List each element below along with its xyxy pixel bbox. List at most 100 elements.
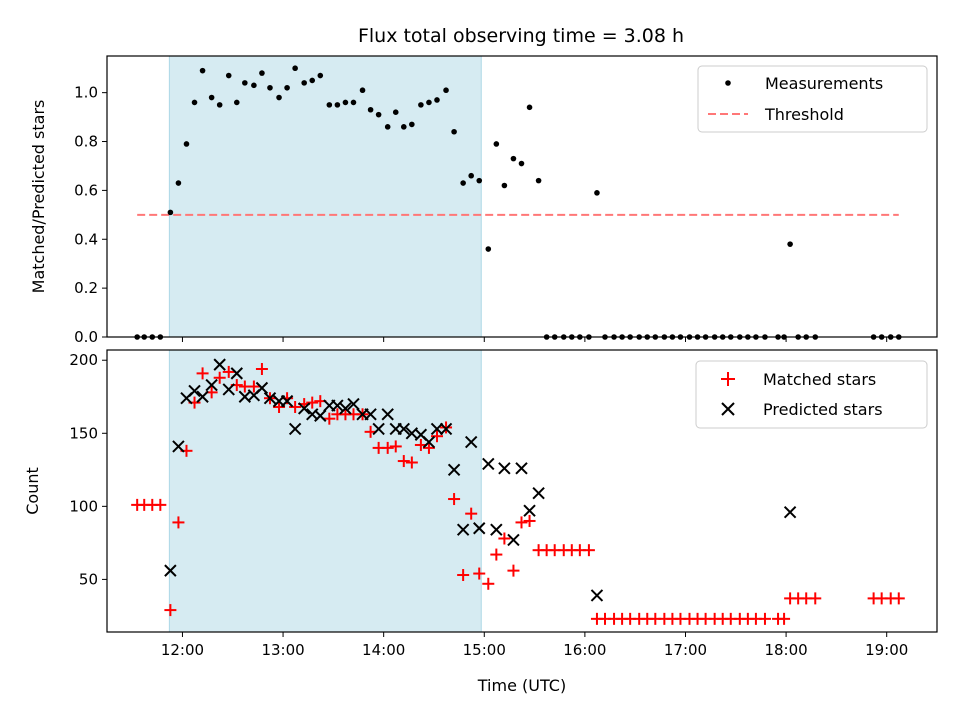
- data-point: [473, 567, 486, 580]
- data-point: [339, 402, 352, 415]
- data-point: [191, 99, 198, 106]
- y-tick-label: 200: [69, 351, 98, 369]
- data-point: [498, 532, 511, 545]
- data-point: [397, 422, 410, 436]
- data-point: [317, 72, 324, 79]
- data-point: [233, 99, 240, 106]
- data-point-b: [507, 533, 520, 547]
- data-point: [400, 124, 407, 130]
- data-point: [498, 462, 511, 475]
- data-point: [457, 569, 470, 582]
- legend-threshold-label: Threshold: [764, 105, 844, 124]
- data-point: [359, 87, 366, 94]
- data-point: [251, 82, 257, 89]
- chart-title: Flux total observing time = 3.08 h: [358, 25, 684, 47]
- data-point-b: [213, 358, 226, 371]
- data-point: [485, 246, 492, 252]
- data-point: [451, 128, 457, 135]
- data-point-b: [263, 392, 277, 405]
- data-point: [255, 362, 268, 375]
- data-point-b: [280, 394, 294, 408]
- data-point-b: [238, 390, 252, 403]
- data-point-b: [397, 422, 410, 436]
- x-tick-label: 17:00: [664, 641, 707, 659]
- data-point-b: [490, 523, 503, 536]
- data-point-b: [498, 462, 511, 475]
- data-point: [422, 441, 435, 454]
- data-point: [175, 180, 182, 186]
- data-point: [381, 441, 394, 454]
- data-point: [430, 422, 444, 436]
- data-point: [154, 498, 167, 511]
- data-point-b: [255, 381, 269, 395]
- data-point: [456, 523, 470, 536]
- data-point: [242, 80, 248, 86]
- y-tick-label: 0.2: [74, 279, 98, 297]
- data-point: [375, 111, 382, 118]
- data-point: [284, 84, 290, 91]
- data-point: [172, 440, 185, 453]
- data-point: [323, 412, 336, 425]
- data-point: [778, 612, 791, 625]
- data-point: [526, 104, 533, 111]
- data-point: [367, 106, 374, 113]
- data-point-b: [381, 408, 394, 421]
- data-point: [490, 523, 503, 536]
- x-tick-label: 12:00: [161, 641, 204, 659]
- x-tick-label: 16:00: [563, 641, 606, 659]
- data-point: [267, 84, 273, 91]
- data-point: [465, 507, 478, 520]
- data-point: [523, 504, 536, 517]
- y-tick-label: 0.6: [74, 181, 98, 199]
- data-point: [783, 505, 797, 519]
- legend-predicted-marker: [721, 402, 735, 416]
- data-point: [364, 408, 377, 421]
- data-point: [405, 456, 418, 469]
- data-point-b: [172, 440, 185, 453]
- data-point: [594, 190, 600, 196]
- data-point: [199, 67, 206, 74]
- data-point: [493, 141, 500, 147]
- data-point: [297, 402, 311, 415]
- data-point: [222, 365, 235, 378]
- data-point: [288, 422, 302, 436]
- y-axis-label: Count: [23, 467, 42, 515]
- data-point: [426, 99, 432, 106]
- data-point: [164, 564, 177, 577]
- data-point: [183, 141, 190, 147]
- data-point-b: [188, 384, 201, 398]
- legend-matched-label: Matched stars: [763, 370, 876, 389]
- data-point: [515, 516, 528, 529]
- data-point: [350, 99, 357, 106]
- data-point: [507, 533, 520, 547]
- data-point: [507, 564, 520, 577]
- x-tick-label: 15:00: [463, 641, 506, 659]
- data-point: [758, 612, 771, 625]
- data-point-b: [430, 422, 444, 436]
- data-point: [167, 209, 174, 216]
- data-point: [460, 180, 466, 186]
- axes-frame: [106, 55, 938, 338]
- y-tick-label: 150: [69, 424, 98, 442]
- data-point: [430, 430, 443, 443]
- axes-frame: [106, 349, 938, 633]
- legend-measurements-label: Measurements: [765, 74, 883, 93]
- data-point-b: [515, 462, 528, 475]
- data-point: [292, 65, 298, 72]
- x-axis-label: Time (UTC): [477, 676, 566, 695]
- data-point: [535, 177, 542, 184]
- data-point-b: [230, 367, 243, 380]
- data-point: [439, 422, 453, 436]
- data-point: [259, 70, 265, 76]
- data-point: [476, 177, 483, 184]
- data-point: [196, 367, 209, 380]
- data-point: [255, 381, 269, 395]
- y-tick-label: 0.0: [74, 328, 98, 346]
- data-point: [172, 516, 185, 529]
- data-point-b: [314, 409, 327, 422]
- data-point: [434, 97, 440, 103]
- data-point: [301, 80, 307, 86]
- legend-predicted-label: Predicted stars: [763, 400, 883, 419]
- data-point: [515, 462, 528, 475]
- data-point: [331, 399, 344, 412]
